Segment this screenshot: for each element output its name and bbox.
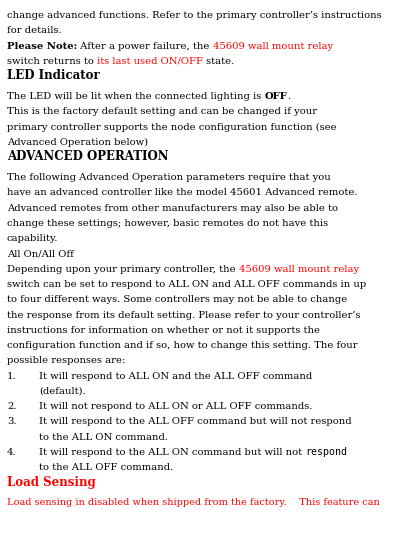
Text: have an advanced controller like the model 45601 Advanced remote.: have an advanced controller like the mod…	[7, 188, 358, 197]
Text: ADVANCED OPERATION: ADVANCED OPERATION	[7, 150, 169, 163]
Text: state.: state.	[203, 57, 234, 66]
Text: Load Sensing: Load Sensing	[7, 475, 95, 488]
Text: It will respond to the ALL OFF command but will not respond: It will respond to the ALL OFF command b…	[39, 417, 351, 427]
Text: Advanced Operation below): Advanced Operation below)	[7, 138, 148, 147]
Text: The LED will be lit when the connected lighting is: The LED will be lit when the connected l…	[7, 92, 264, 101]
Text: It will respond to ALL ON and the ALL OFF command: It will respond to ALL ON and the ALL OF…	[39, 371, 312, 381]
Text: This is the factory default setting and can be changed if your: This is the factory default setting and …	[7, 107, 317, 117]
Text: configuration function and if so, how to change this setting. The four: configuration function and if so, how to…	[7, 341, 358, 350]
Text: 45609 wall mount relay: 45609 wall mount relay	[239, 265, 359, 274]
Text: primary controller supports the node configuration function (see: primary controller supports the node con…	[7, 123, 336, 132]
Text: the response from its default setting. Please refer to your controller’s: the response from its default setting. P…	[7, 311, 360, 319]
Text: respond: respond	[305, 447, 347, 457]
Text: OFF: OFF	[264, 92, 287, 101]
Text: switch can be set to respond to ALL ON and ALL OFF commands in up: switch can be set to respond to ALL ON a…	[7, 280, 366, 289]
Text: It will not respond to ALL ON or ALL OFF commands.: It will not respond to ALL ON or ALL OFF…	[39, 402, 312, 411]
Text: change these settings; however, basic remotes do not have this: change these settings; however, basic re…	[7, 219, 328, 228]
Text: Advanced remotes from other manufacturers may also be able to: Advanced remotes from other manufacturer…	[7, 203, 338, 213]
Text: 1.: 1.	[7, 371, 17, 381]
Text: instructions for information on whether or not it supports the: instructions for information on whether …	[7, 326, 320, 335]
Text: its last used ON/OFF: its last used ON/OFF	[97, 57, 203, 66]
Text: It will respond to the ALL ON command but will not: It will respond to the ALL ON command bu…	[39, 448, 305, 457]
Text: Load sensing in disabled when shipped from the factory.    This feature can: Load sensing in disabled when shipped fr…	[7, 498, 380, 508]
Text: 3.: 3.	[7, 417, 17, 427]
Text: 45609 wall mount relay: 45609 wall mount relay	[213, 42, 333, 51]
Text: 4.: 4.	[7, 448, 17, 457]
Text: Please Note:: Please Note:	[7, 42, 77, 51]
Text: change advanced functions. Refer to the primary controller’s instructions: change advanced functions. Refer to the …	[7, 11, 382, 20]
Text: .: .	[287, 92, 290, 101]
Text: LED Indicator: LED Indicator	[7, 69, 100, 82]
Text: switch returns to: switch returns to	[7, 57, 97, 66]
Text: possible responses are:: possible responses are:	[7, 356, 125, 365]
Text: 2.: 2.	[7, 402, 17, 411]
Text: capability.: capability.	[7, 234, 58, 243]
Text: to four different ways. Some controllers may not be able to change: to four different ways. Some controllers…	[7, 295, 347, 304]
Text: The following Advanced Operation parameters require that you: The following Advanced Operation paramet…	[7, 173, 331, 182]
Text: (default).: (default).	[39, 387, 86, 396]
Text: Depending upon your primary controller, the: Depending upon your primary controller, …	[7, 265, 239, 274]
Text: to the ALL OFF command.: to the ALL OFF command.	[39, 463, 173, 472]
Text: for details.: for details.	[7, 26, 62, 36]
Text: to the ALL ON command.: to the ALL ON command.	[39, 433, 168, 442]
Text: All On/All Off: All On/All Off	[7, 249, 74, 258]
Text: After a power failure, the: After a power failure, the	[77, 42, 213, 51]
